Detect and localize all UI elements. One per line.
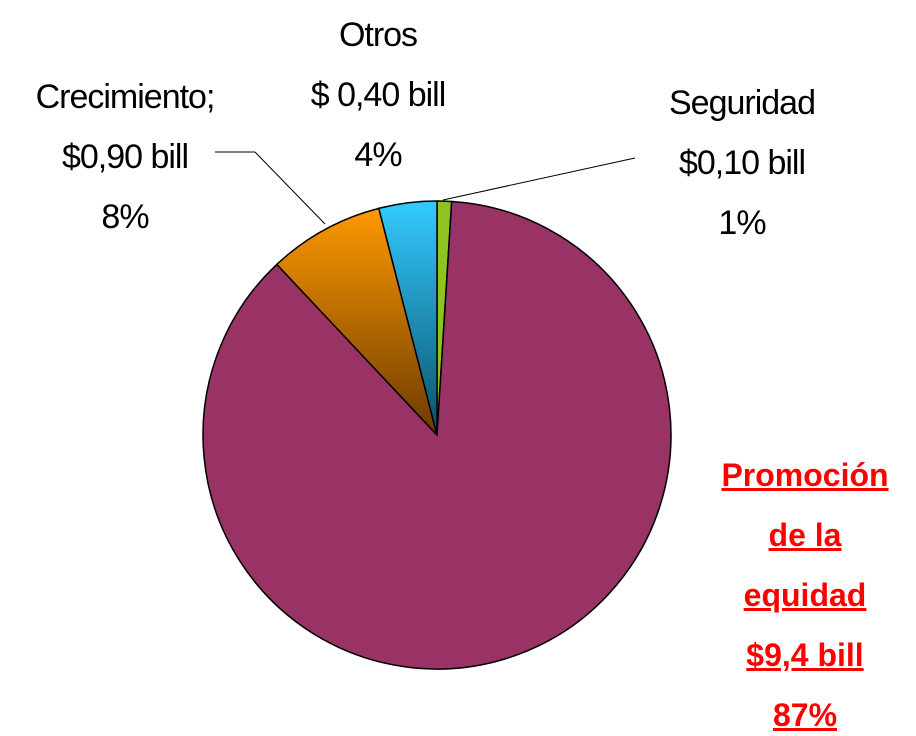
label-percent: 4%	[354, 136, 402, 174]
leader-line	[442, 157, 636, 201]
slice-label: Promoción de la equidad $9,4 bill 87%	[705, 445, 905, 736]
label-name: Promoción de la equidad	[721, 457, 889, 613]
label-amount: $0,10 bill	[678, 144, 806, 182]
label-percent: 87%	[772, 697, 838, 733]
slice-label: Seguridad $0,10 bill 1%	[642, 73, 842, 253]
slice-label: Crecimiento; $0,90 bill 8%	[0, 67, 250, 247]
pie-slice	[202, 200, 672, 670]
label-percent: 8%	[101, 198, 149, 236]
label-percent: 1%	[718, 204, 766, 242]
label-amount: $0,90 bill	[61, 138, 189, 176]
label-amount: $ 0,40 bill	[310, 76, 447, 114]
label-name: Otros	[338, 16, 418, 54]
pie-slice	[275, 207, 438, 436]
slices	[202, 200, 672, 670]
slice-label: Otros $ 0,40 bill 4%	[268, 5, 488, 185]
label-amount: $9,4 bill	[746, 637, 864, 673]
label-name: Seguridad	[668, 84, 816, 122]
pie-slice	[377, 200, 438, 436]
leader-line	[254, 151, 326, 225]
label-name: Crecimiento;	[35, 78, 216, 116]
